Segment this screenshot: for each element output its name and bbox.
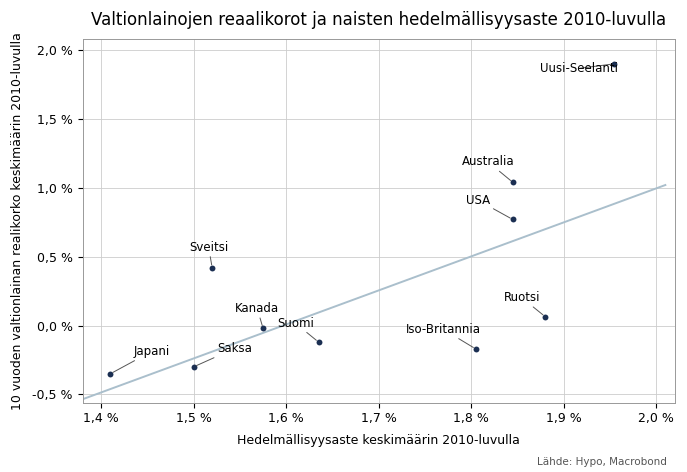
Text: Australia: Australia [462, 155, 515, 180]
Text: Suomi: Suomi [277, 317, 316, 340]
Point [507, 178, 518, 186]
Point [105, 370, 116, 378]
X-axis label: Hedelmällisyysaste keskimäärin 2010-luvulla: Hedelmällisyysaste keskimäärin 2010-luvu… [237, 434, 520, 447]
Text: Japani: Japani [113, 345, 170, 372]
Point [313, 338, 324, 346]
Point [207, 264, 218, 271]
Text: Ruotsi: Ruotsi [504, 291, 543, 315]
Point [507, 216, 518, 223]
Text: Sveitsi: Sveitsi [189, 241, 228, 265]
Point [188, 363, 199, 371]
Title: Valtionlainojen reaalikorot ja naisten hedelmällisyysaste 2010-luvulla: Valtionlainojen reaalikorot ja naisten h… [91, 11, 666, 29]
Text: Kanada: Kanada [235, 302, 280, 326]
Text: USA: USA [466, 194, 510, 218]
Text: Iso-Britannia: Iso-Britannia [406, 323, 481, 347]
Y-axis label: 10 vuoden valtionlainan realikorko keskimäärin 2010-luvulla: 10 vuoden valtionlainan realikorko keski… [11, 32, 24, 410]
Point [470, 345, 481, 353]
Text: Uusi-Seelanti: Uusi-Seelanti [541, 62, 618, 75]
Point [258, 325, 269, 332]
Text: Saksa: Saksa [196, 342, 251, 366]
Text: Lähde: Hypo, Macrobond: Lähde: Hypo, Macrobond [537, 457, 666, 467]
Point [539, 313, 550, 320]
Point [609, 60, 620, 67]
